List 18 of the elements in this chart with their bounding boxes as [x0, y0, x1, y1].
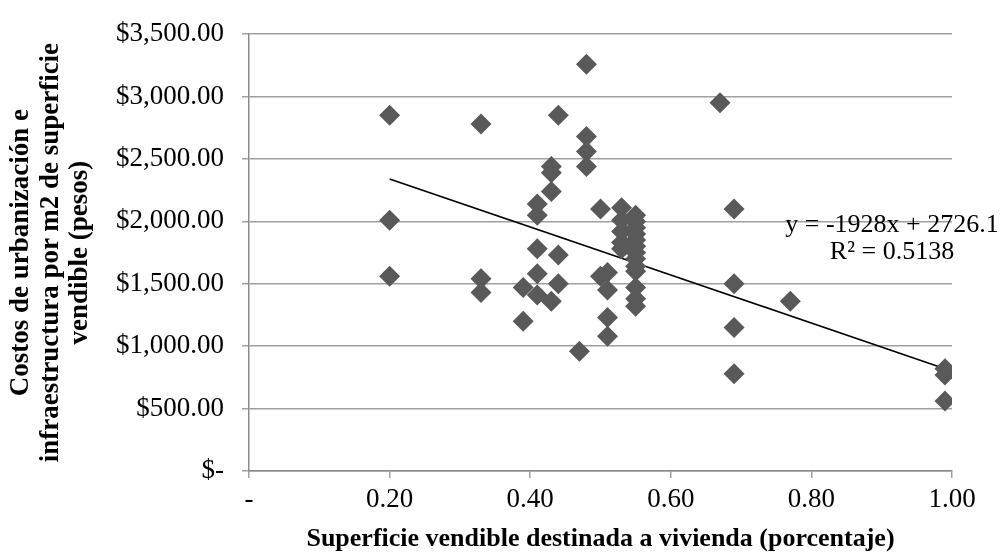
x-tick-label: 0.60: [647, 483, 695, 514]
x-tick-label: -: [244, 483, 254, 514]
y-tick-label: $2,000.00: [116, 204, 224, 235]
x-tick-label: 1.00: [928, 483, 976, 514]
x-tick-label: 0.20: [365, 483, 414, 514]
y-tick-label: $3,000.00: [116, 79, 224, 110]
y-tick-label: $1,000.00: [116, 329, 224, 360]
x-tick-label: 0.40: [506, 483, 554, 514]
y-axis-title: Costos de urbanización e infraestructura por m2 de superficie vendible (pesos): [3, 42, 94, 463]
y-tick-label: $3,500.00: [116, 17, 224, 48]
annotation: y = -1928x + 2726.1: [785, 208, 999, 238]
x-axis-title: Superficie vendible destinada a vivienda (porcentaje): [306, 523, 895, 553]
annotation: R² = 0.5138: [829, 235, 955, 265]
x-tick-label: 0.80: [787, 483, 836, 514]
y-tick-label: $2,500.00: [116, 142, 224, 173]
y-tick-label: $500.00: [136, 391, 224, 422]
y-tick-label: $1,500.00: [116, 266, 224, 297]
y-tick-label: $-: [201, 454, 224, 485]
